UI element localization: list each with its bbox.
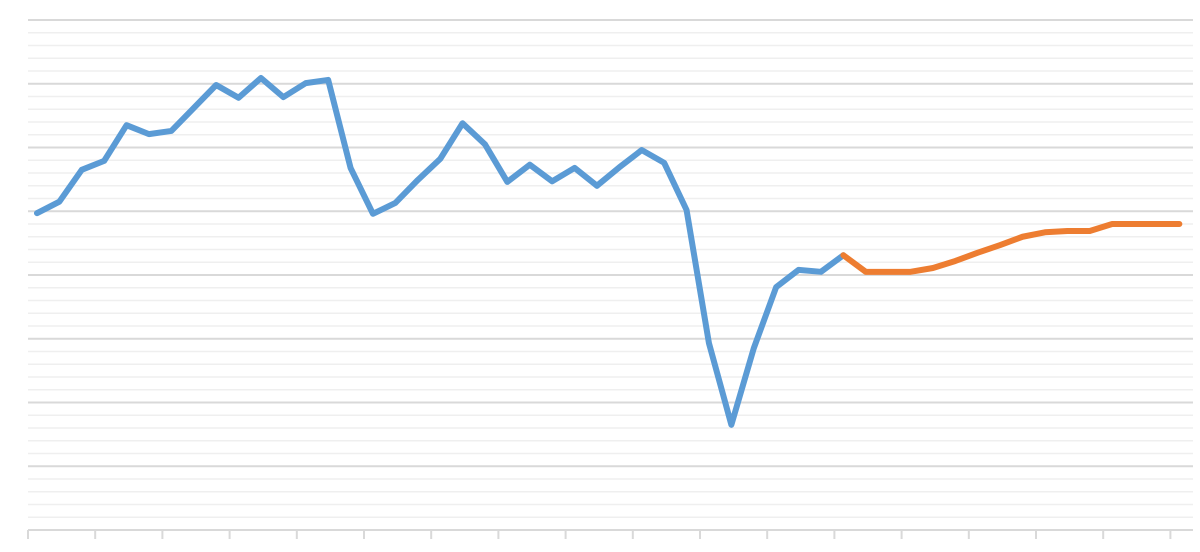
series-line <box>33 75 847 428</box>
series-line <box>840 221 1183 275</box>
